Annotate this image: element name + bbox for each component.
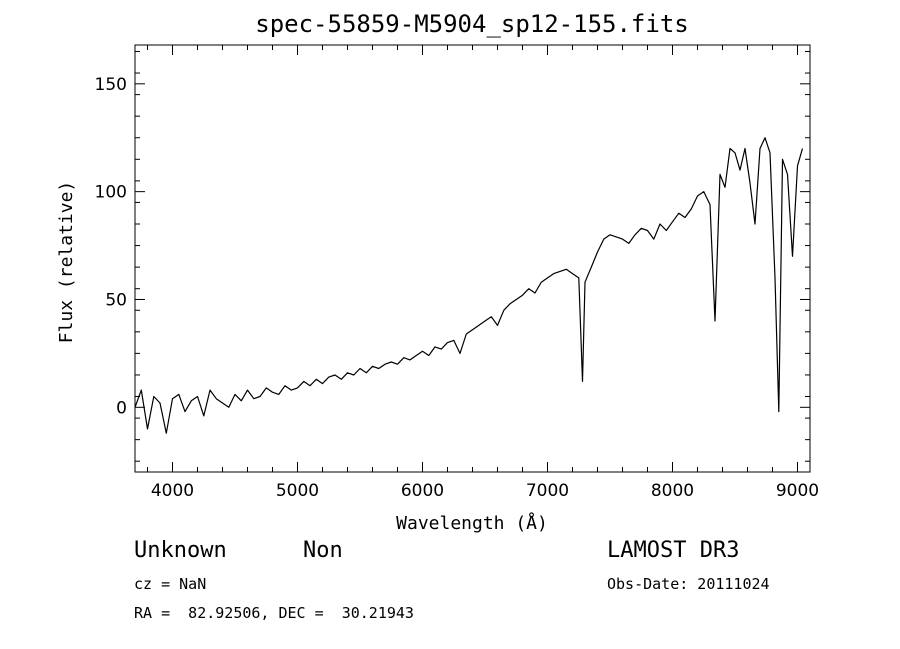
x-tick-label: 4000 bbox=[151, 481, 194, 501]
y-axis-label: Flux (relative) bbox=[56, 181, 77, 344]
chart-title: spec-55859-M5904_sp12-155.fits bbox=[255, 10, 688, 38]
survey-name: LAMOST DR3 bbox=[607, 538, 740, 563]
obs-date: Obs-Date: 20111024 bbox=[607, 575, 770, 593]
x-axis-ticks: 4000 5000 6000 7000 8000 9000 bbox=[147, 45, 819, 501]
y-tick-label: 100 bbox=[95, 183, 127, 203]
x-tick-label: 8000 bbox=[651, 481, 694, 501]
flux-series-line bbox=[134, 137, 804, 434]
x-tick-label: 9000 bbox=[776, 481, 819, 501]
redshift-text: cz = NaN bbox=[134, 575, 207, 593]
y-tick-label: 50 bbox=[105, 290, 127, 310]
plot-frame bbox=[134, 44, 811, 473]
object-class: Unknown bbox=[134, 538, 227, 563]
object-subclass: Non bbox=[303, 538, 343, 563]
y-axis-ticks: 0 50 100 150 bbox=[95, 50, 810, 462]
plot-frame-rect bbox=[134, 44, 811, 473]
coordinates: RA = 82.92506, DEC = 30.21943 bbox=[134, 604, 414, 622]
y-tick-label: 150 bbox=[95, 75, 127, 95]
x-tick-label: 7000 bbox=[526, 481, 569, 501]
y-tick-label: 0 bbox=[116, 398, 127, 418]
x-tick-label: 5000 bbox=[276, 481, 319, 501]
x-axis-label: Wavelength (Å) bbox=[396, 512, 548, 534]
x-tick-label: 6000 bbox=[401, 481, 444, 501]
series-group bbox=[134, 137, 804, 434]
